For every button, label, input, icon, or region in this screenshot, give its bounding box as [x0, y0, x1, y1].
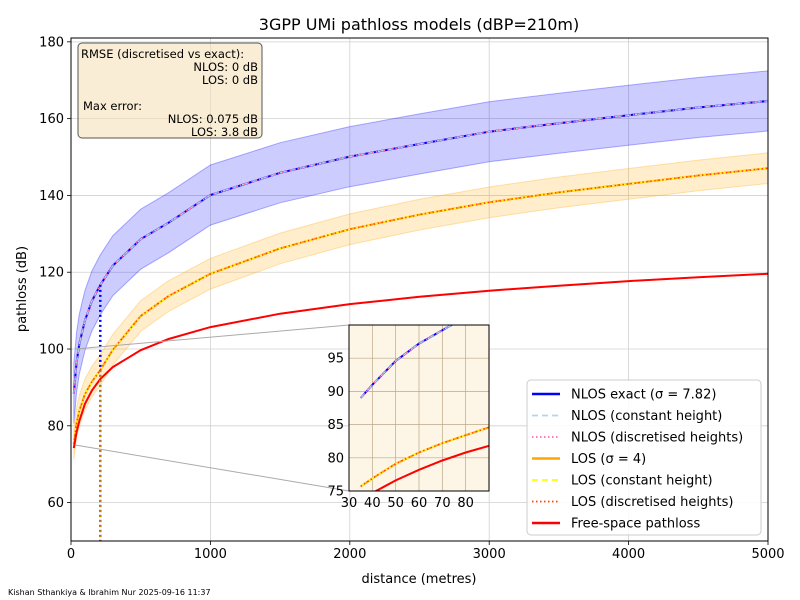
- rmse-annotation-box: RMSE (discretised vs exact):NLOS: 0 dBLO…: [77, 42, 263, 139]
- axes: 0 1000 2000 3000 4000 5000 60 80 100 120 140 160 180: [39, 35, 784, 562]
- zoom-inset: 30 40 50 60 70 80 75 80 85 90 95: [75, 324, 490, 511]
- y-tick-label: 80: [47, 419, 64, 434]
- y-tick-label: 140: [39, 189, 64, 204]
- y-tick-label: 100: [39, 343, 64, 358]
- series-lines: [72, 100, 769, 541]
- inset-y-tick-label: 90: [327, 385, 344, 400]
- inset-x-tick-label: 40: [364, 496, 381, 511]
- annotation-line: RMSE (discretised vs exact):: [81, 47, 244, 61]
- inset-lines: [359, 325, 489, 491]
- annotation-line: Max error:: [83, 99, 142, 113]
- inset-y-tick-label: 75: [327, 485, 344, 500]
- inset-los-line: [360, 426, 489, 488]
- legend-label: Free-space pathloss: [571, 517, 700, 532]
- inset-los-line: [360, 426, 489, 488]
- inset-y-tick-label: 80: [327, 451, 344, 466]
- inset-connector: [75, 324, 350, 350]
- y-tick-label: 180: [39, 35, 64, 50]
- inset-x-tick-label: 70: [434, 496, 451, 511]
- inset-x-tick-label: 80: [457, 496, 474, 511]
- plot-frame: [70, 37, 769, 542]
- x-axis-label: distance (metres): [362, 572, 477, 587]
- inset-y-tick-label: 85: [327, 418, 344, 433]
- chart-title: 3GPP UMi pathloss models (dBP=210m): [259, 15, 579, 34]
- annotation-box: [77, 42, 263, 139]
- legend-label: NLOS (discretised heights): [571, 431, 743, 446]
- annotation-line: NLOS: 0 dB: [193, 60, 258, 74]
- inset-connector: [75, 444, 350, 492]
- y-axis-label: pathloss (dB): [15, 246, 30, 332]
- x-tick-label: 2000: [333, 547, 366, 562]
- inset-free-space-line: [373, 444, 489, 491]
- legend-label: NLOS exact (σ = 7.82): [571, 388, 716, 403]
- legend-label: LOS (discretised heights): [571, 495, 733, 510]
- annotation-line: NLOS: 0.075 dB: [168, 112, 258, 126]
- los-overlay-line: [73, 167, 769, 444]
- free-space-line: [72, 272, 769, 449]
- x-tick-label: 4000: [612, 547, 645, 562]
- x-tick-label: 1000: [194, 547, 227, 562]
- y-tick-label: 120: [39, 266, 64, 281]
- legend-box: [526, 379, 762, 536]
- inset-nlos-line: [360, 325, 454, 399]
- inset-frame: [348, 324, 490, 492]
- y-tick-label: 160: [39, 112, 64, 127]
- inset-x-tick-label: 50: [387, 496, 404, 511]
- annotation-line: LOS: 3.8 dB: [191, 125, 258, 139]
- x-tick-label: 0: [67, 547, 75, 562]
- footer-credit: Kishan Sthankiya & Ibrahim Nur 2025-09-1…: [8, 588, 211, 597]
- annotation-line: LOS: 0 dB: [202, 73, 258, 87]
- nlos-overlay-line: [73, 100, 769, 394]
- inset-y-tick-label: 95: [327, 352, 344, 367]
- inset-x-tick-label: 60: [411, 496, 428, 511]
- x-tick-label: 5000: [751, 547, 784, 562]
- legend-label: LOS (σ = 4): [571, 452, 646, 467]
- x-tick-label: 3000: [473, 547, 506, 562]
- y-tick-label: 60: [47, 496, 64, 511]
- legend-label: LOS (constant height): [571, 474, 713, 489]
- legend: NLOS exact (σ = 7.82) NLOS (constant heig…: [526, 379, 762, 536]
- legend-label: NLOS (constant height): [571, 409, 722, 424]
- inset-x-tick-label: 30: [341, 496, 358, 511]
